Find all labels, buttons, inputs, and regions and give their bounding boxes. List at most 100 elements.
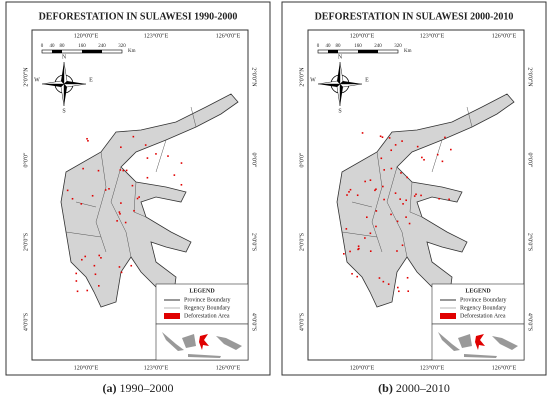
scale-label: 40 <box>326 44 332 49</box>
latitude-label: 2°0'0"N <box>527 67 534 87</box>
caption: (b) 2000–2010 <box>378 381 450 395</box>
deforestation-patch <box>369 250 372 252</box>
latitude-label: 0°0'0" <box>22 152 29 167</box>
deforestation-patch <box>131 184 134 187</box>
map-frame <box>31 29 249 361</box>
deforestation-patch <box>375 210 378 212</box>
deforestation-patch <box>387 283 390 285</box>
deforestation-patch <box>75 280 78 282</box>
deforestation-patch <box>351 272 353 275</box>
deforestation-patch <box>397 286 399 289</box>
deforestation-patch <box>415 193 417 196</box>
legend-item: Regency Boundary <box>460 305 506 311</box>
map-title: DEFORESTATION IN SULAWESI 1990-2000 <box>39 11 238 22</box>
compass-n: N <box>62 54 67 60</box>
deforestation-patch <box>120 146 122 149</box>
scale-label: 0 <box>317 44 320 49</box>
inset-indonesia <box>438 332 518 358</box>
map-title: DEFORESTATION IN SULAWESI 2000-2010 <box>315 11 514 22</box>
legend-swatch <box>164 313 180 319</box>
latitude-label: 2°0'0"N <box>251 67 258 87</box>
deforestation-patch <box>358 247 360 250</box>
regency-boundary <box>341 106 473 258</box>
legend-item: Province Boundary <box>460 297 507 303</box>
legend-swatch <box>440 313 456 319</box>
deforestation-patch <box>84 255 87 258</box>
compass-w: W <box>310 77 316 83</box>
scale-label: 80 <box>336 44 342 49</box>
deforestation-patch <box>125 169 128 172</box>
deforestation-patch <box>86 137 88 140</box>
compass-e: E <box>89 77 93 83</box>
legend-item: Deforestation Area <box>184 312 230 319</box>
deforestation-patch <box>76 290 79 293</box>
deforestation-patch <box>180 162 183 164</box>
deforestation-patch <box>361 132 364 134</box>
deforestation-patch <box>398 290 400 293</box>
deforestation-patch <box>180 183 183 186</box>
deforestation-patch <box>436 153 439 156</box>
latitude-label: 0°0'0" <box>527 153 534 168</box>
legend-item: Province Boundary <box>184 297 231 303</box>
deforestation-patch <box>401 140 403 142</box>
deforestation-patch <box>375 188 377 191</box>
deforestation-patch <box>144 144 147 146</box>
deforestation-patch <box>346 194 348 196</box>
deforestation-patch <box>122 169 125 172</box>
caption-text: 1990–2000 <box>120 381 174 395</box>
caption-label: (a) <box>103 381 117 395</box>
deforestation-patch <box>66 189 69 192</box>
deforestation-patch <box>399 198 401 200</box>
deforestation-patch <box>119 169 122 171</box>
deforestation-patch <box>116 220 118 222</box>
caption-text: 2000–2010 <box>396 381 450 395</box>
deforestation-patch <box>100 257 102 259</box>
deforestation-patch <box>357 245 360 248</box>
deforestation-patch <box>441 160 444 163</box>
deforestation-patch <box>420 194 422 197</box>
deforestation-patch <box>108 188 110 190</box>
deforestation-patch <box>132 135 135 138</box>
compass-s: S <box>338 108 341 114</box>
deforestation-patch <box>401 244 404 247</box>
latitude-label: 4°0'0"S <box>22 313 29 331</box>
deforestation-patch <box>357 248 359 251</box>
inset-sulawesi <box>199 334 209 350</box>
longitude-label: 123°0'0"E <box>420 364 445 371</box>
deforestation-patch <box>136 197 139 200</box>
deforestation-patch <box>118 266 121 268</box>
deforestation-patch <box>97 169 100 172</box>
latitude-label: 2°0'0"S <box>298 233 305 251</box>
deforestation-patch <box>124 221 127 224</box>
latitude-label: 2°0'0"N <box>298 67 305 87</box>
deforestation-patch <box>364 180 366 183</box>
deforestation-patch <box>349 188 352 191</box>
longitude-label: 120°0'0"E <box>350 32 375 39</box>
deforestation-patch <box>356 275 359 278</box>
deforestation-patch <box>75 272 78 275</box>
deforestation-patch <box>388 137 391 139</box>
longitude-label: 126°0'0"E <box>216 364 241 371</box>
sulawesi-island <box>60 93 239 308</box>
regency-boundary <box>65 106 197 258</box>
deforestation-patch <box>366 216 368 219</box>
deforestation-patch <box>375 225 377 228</box>
deforestation-patch <box>378 277 381 279</box>
compass-s: S <box>62 108 65 114</box>
deforestation-patch <box>369 232 372 235</box>
sulawesi-island <box>336 93 515 308</box>
deforestation-patch <box>71 197 74 200</box>
deforestation-patch <box>80 203 83 205</box>
deforestation-patch <box>423 158 425 161</box>
deforestation-patch <box>94 273 97 276</box>
deforestation-patch <box>402 203 404 205</box>
deforestation-patch <box>146 176 149 179</box>
deforestation-patch <box>390 167 393 170</box>
scale-label: 40 <box>50 44 56 49</box>
deforestation-patch <box>86 289 89 292</box>
caption: (a) 1990–2000 <box>103 381 174 395</box>
longitude-label: 120°0'0"E <box>74 32 99 39</box>
deforestation-patch <box>167 155 169 157</box>
compass-rose-light <box>41 61 87 107</box>
